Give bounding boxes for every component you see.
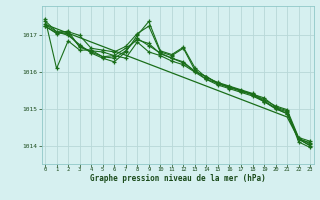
X-axis label: Graphe pression niveau de la mer (hPa): Graphe pression niveau de la mer (hPa) (90, 174, 266, 183)
